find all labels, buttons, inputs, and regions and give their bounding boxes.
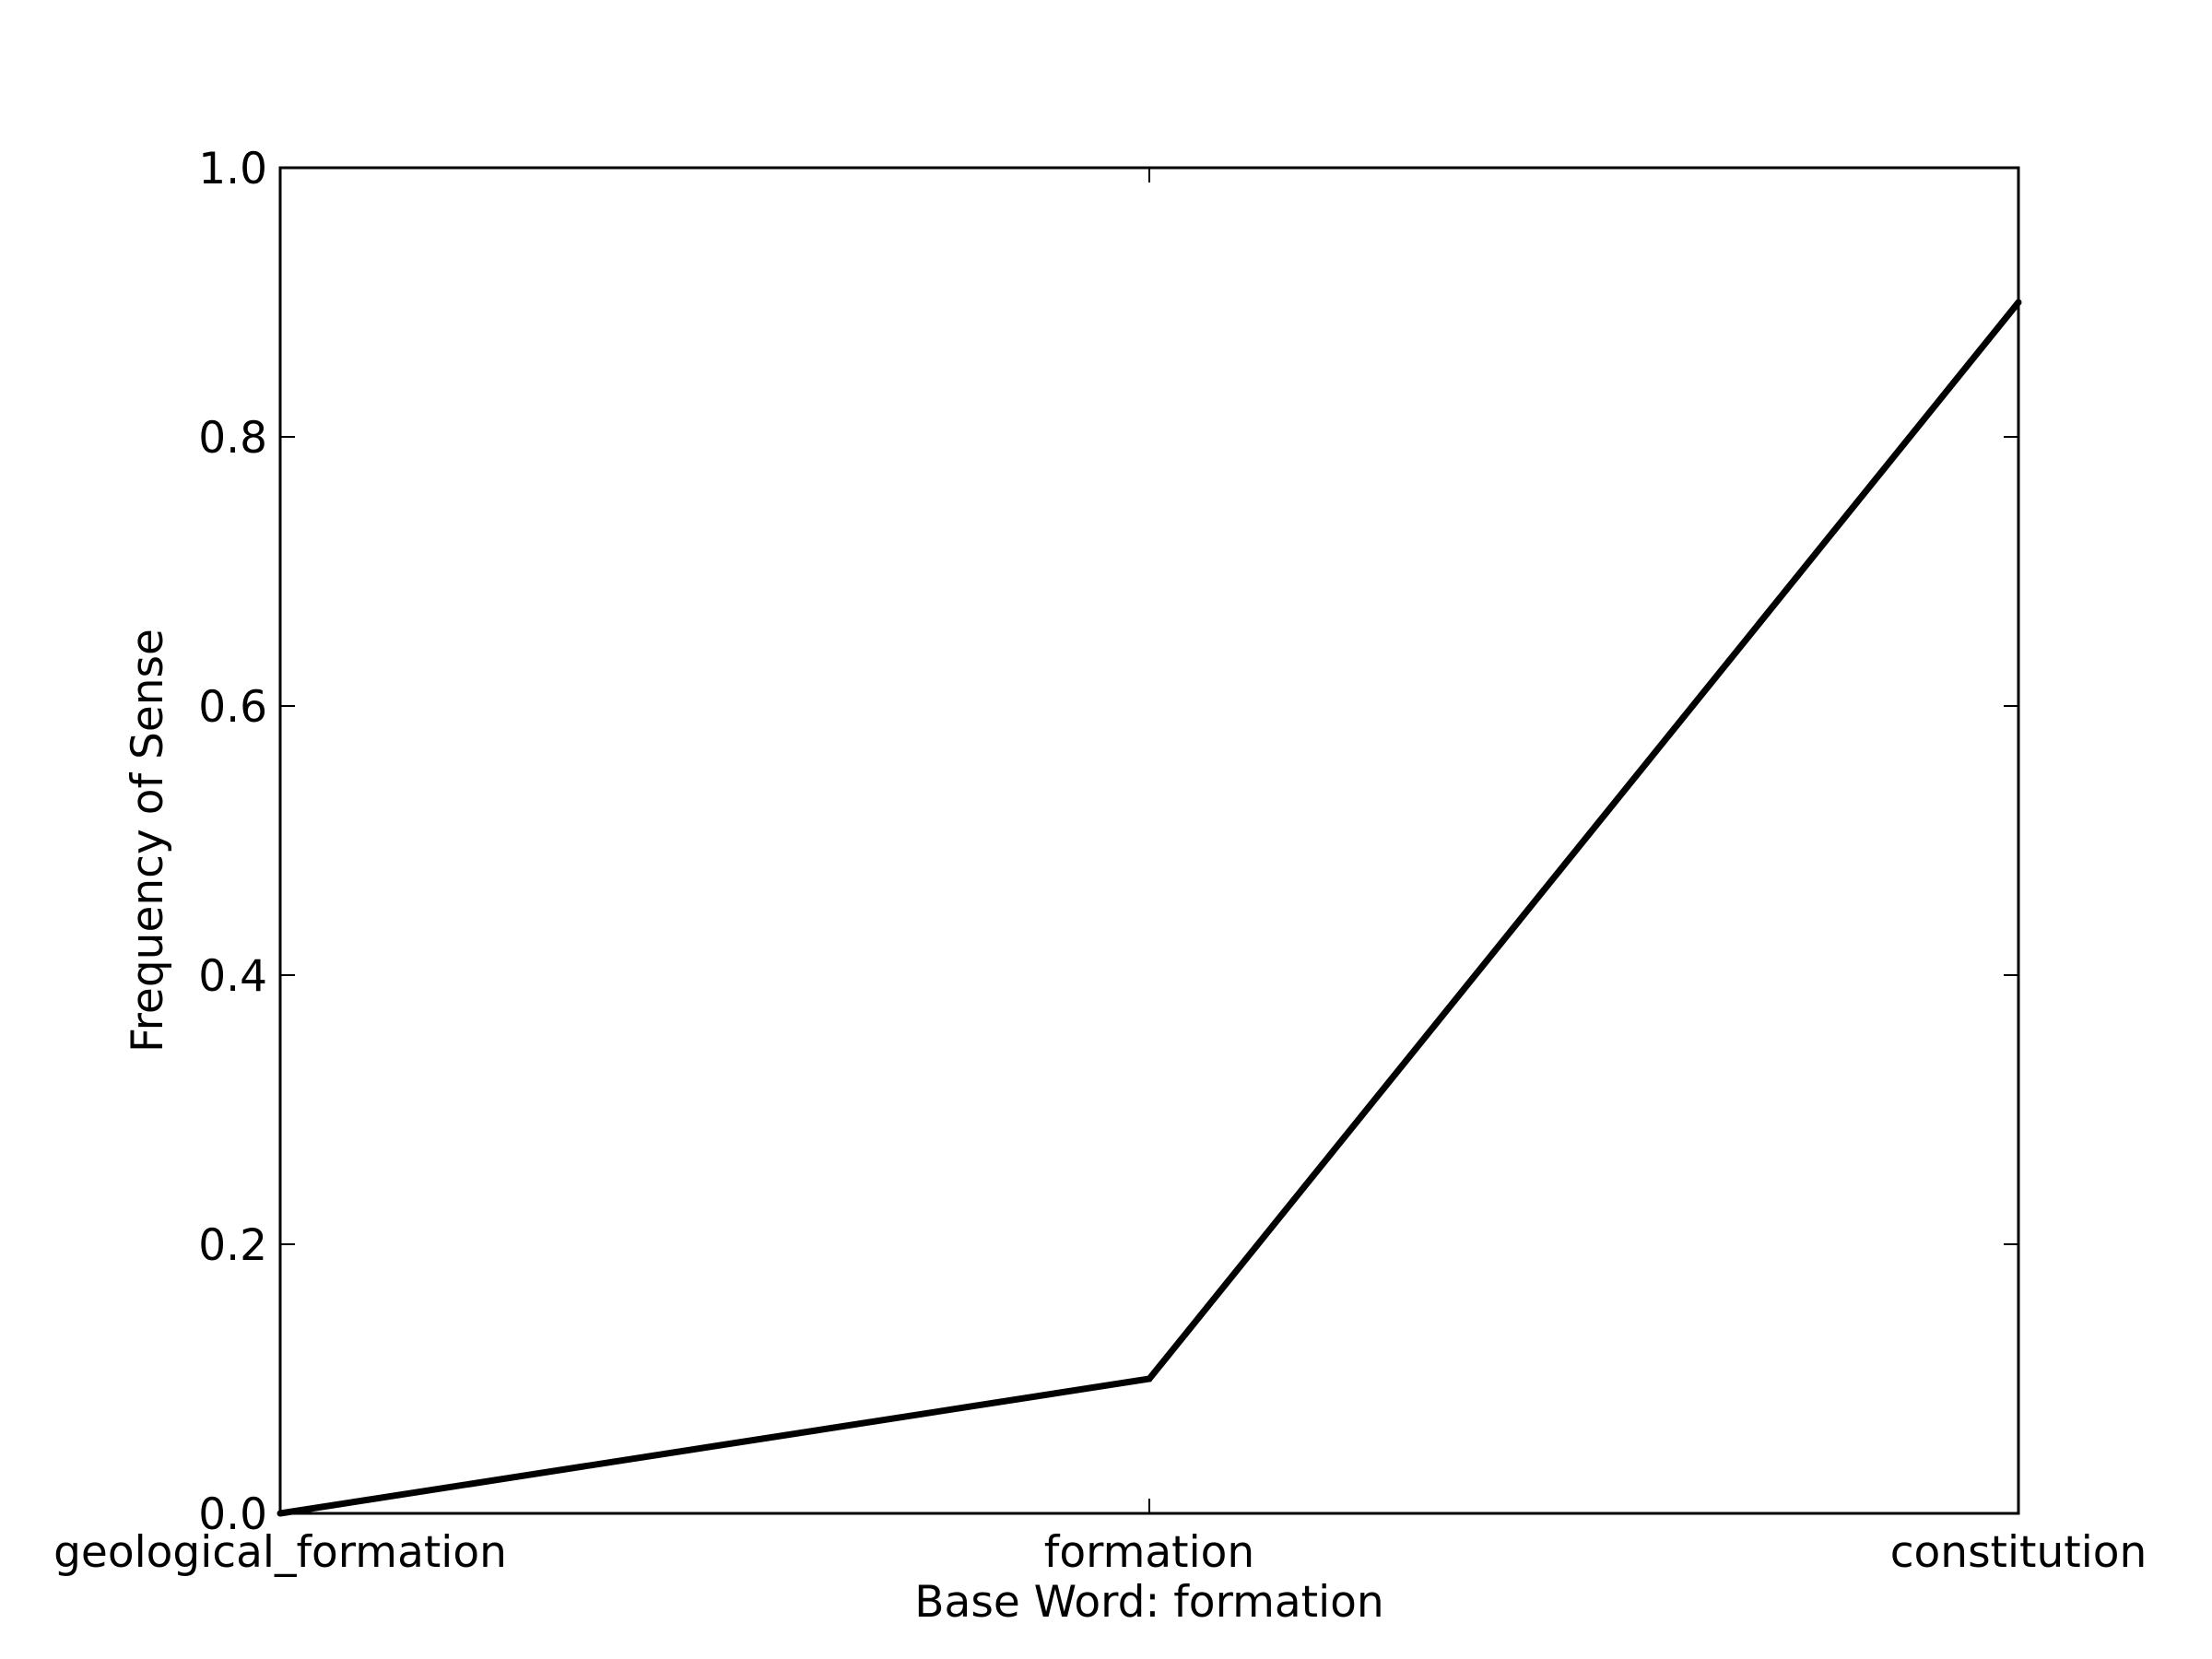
series-layer — [276, 299, 2022, 1517]
x-tick-label: geological_formation — [53, 1527, 507, 1578]
axis-ticks — [279, 167, 2019, 1514]
x-tick-labels: geological_formation formation constitutio… — [53, 1527, 2147, 1578]
y-tick-label: 0.6 — [198, 682, 267, 733]
data-point — [1146, 1375, 1153, 1382]
y-tick-labels: 0.0 0.2 0.4 0.6 0.8 1.0 — [198, 144, 267, 1540]
y-tick-label: 0.0 — [198, 1489, 267, 1540]
y-tick-label: 1.0 — [198, 144, 267, 194]
plot-frame — [278, 166, 2020, 1515]
x-axis-label: Base Word: formation — [914, 1577, 1383, 1628]
x-tick-label: formation — [1044, 1527, 1254, 1578]
y-tick-label: 0.2 — [198, 1220, 267, 1271]
y-tick-label: 0.4 — [198, 951, 267, 1002]
y-tick-label: 0.8 — [198, 413, 267, 464]
y-axis-label: Frequency of Sense — [123, 629, 173, 1053]
series-line — [279, 300, 2021, 1517]
x-tick-label: constitution — [1890, 1527, 2147, 1578]
